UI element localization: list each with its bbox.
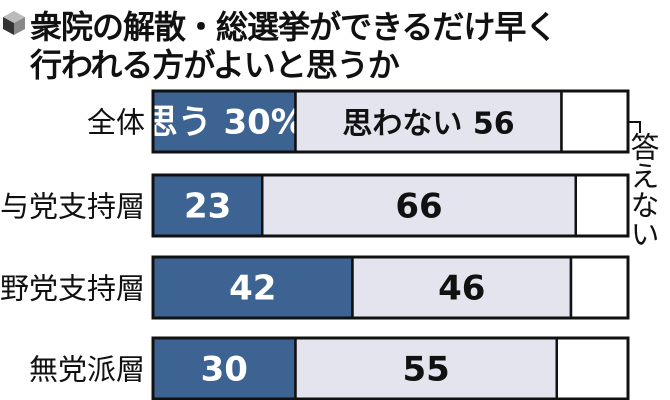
data-label: 55 [402, 350, 449, 390]
bar-segment [294, 89, 563, 154]
bar-segment [555, 336, 630, 400]
category-label: 無党派層 [29, 353, 145, 387]
bar-outline [151, 173, 630, 238]
cube-icon [3, 11, 25, 35]
data-label: 42 [229, 269, 276, 309]
bar-outline [151, 255, 630, 320]
data-label: 思わない 56 [342, 107, 514, 142]
no-answer-bracket [628, 121, 641, 133]
data-label: 66 [395, 187, 442, 227]
bar-segment [151, 89, 297, 154]
bar-segment [574, 173, 630, 238]
data-label: 23 [184, 187, 231, 227]
category-label: 野党支持層 [0, 272, 145, 306]
bar-segment [569, 255, 630, 320]
no-answer-label: 答えない [626, 132, 660, 248]
category-label: 与党支持層 [0, 190, 145, 224]
data-label: 46 [438, 269, 485, 309]
bar-segment [294, 336, 558, 400]
bar-segment [560, 89, 630, 154]
category-label: 全体 [87, 106, 145, 140]
title-line-2: 行われる方がよいと思うか [30, 46, 400, 84]
title-line-1: 衆院の解散・総選挙ができるだけ早く [30, 8, 557, 46]
data-label: 30 [201, 350, 248, 390]
data-label: 思う 30% [144, 103, 305, 143]
bar-outline [151, 336, 630, 400]
